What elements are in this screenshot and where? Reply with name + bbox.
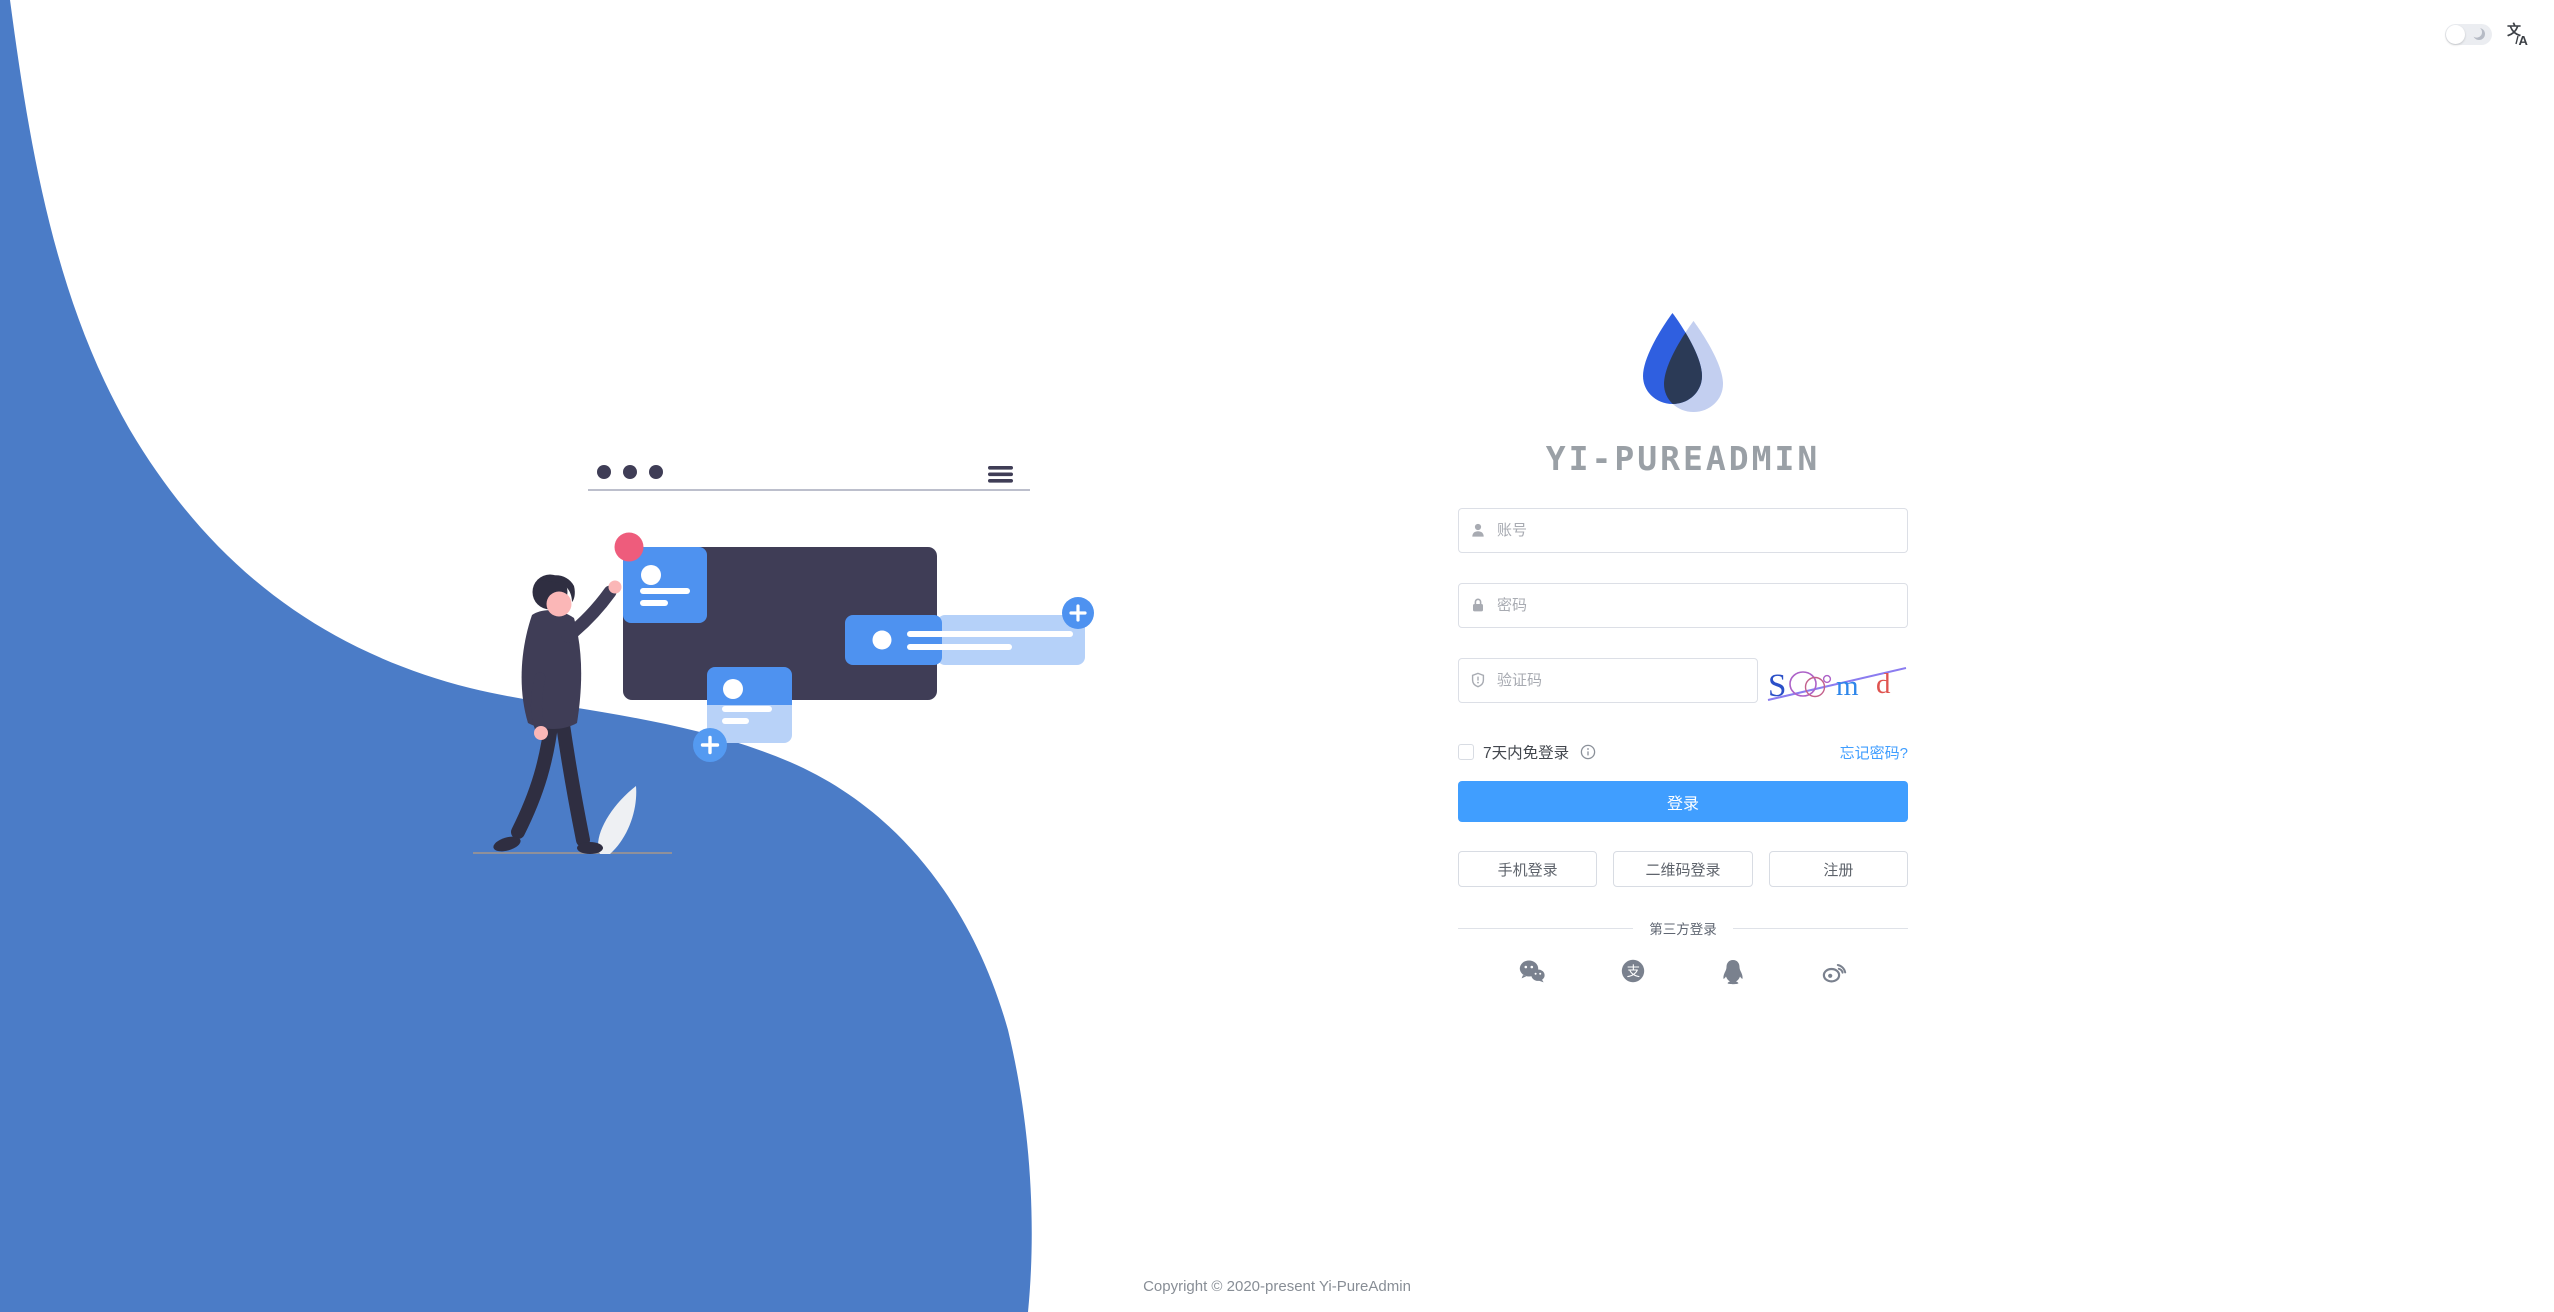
svg-text:m: m	[1836, 670, 1859, 702]
login-panel: YI-PUREADMIN	[1458, 310, 1908, 985]
login-form: S m d 7天内免登录	[1458, 508, 1908, 985]
svg-text:支: 支	[1626, 964, 1640, 979]
illustration-red-dot	[614, 532, 644, 562]
captcha-image[interactable]: S m d	[1766, 658, 1908, 703]
illustration-card-1	[623, 547, 707, 623]
captcha-row: S m d	[1458, 658, 1908, 703]
phone-login-button[interactable]: 手机登录	[1458, 851, 1598, 887]
illustration-leaf	[598, 786, 637, 854]
divider-line-right	[1732, 927, 1908, 929]
illustration-notification-bar	[845, 597, 1094, 665]
translate-icon: 文 A	[2507, 22, 2529, 46]
svg-text:文: 文	[2507, 22, 2522, 38]
captcha-input[interactable]	[1458, 658, 1758, 703]
account-input[interactable]	[1458, 508, 1908, 553]
illustration-person	[493, 574, 622, 854]
wechat-icon[interactable]	[1518, 957, 1546, 985]
password-field-wrap	[1458, 583, 1908, 628]
register-button[interactable]: 注册	[1768, 851, 1908, 887]
divider-line-left	[1458, 927, 1634, 929]
weibo-icon[interactable]	[1820, 957, 1848, 985]
top-bar: 文 A	[2445, 22, 2530, 46]
third-party-divider: 第三方登录	[1458, 918, 1908, 938]
info-icon[interactable]	[1580, 744, 1596, 760]
login-illustration	[473, 465, 1094, 854]
svg-text:d: d	[1876, 668, 1891, 700]
remember-me-label: 7天内免登录	[1483, 745, 1570, 762]
dark-mode-toggle[interactable]	[2445, 23, 2492, 45]
login-button[interactable]: 登录	[1458, 781, 1908, 822]
page-title: YI-PUREADMIN	[1545, 439, 1821, 478]
moon-icon	[2472, 27, 2485, 40]
qq-icon[interactable]	[1719, 957, 1747, 985]
password-input[interactable]	[1458, 583, 1908, 628]
svg-text:S: S	[1768, 668, 1786, 703]
alipay-icon[interactable]: 支	[1619, 957, 1647, 985]
account-field-wrap	[1458, 508, 1908, 553]
third-party-label: 第三方登录	[1649, 922, 1717, 937]
copyright-text: Copyright © 2020-present Yi-PureAdmin	[1143, 1278, 1411, 1295]
social-login-row: 支	[1518, 957, 1848, 985]
language-switch-button[interactable]: 文 A	[2506, 22, 2530, 46]
alt-login-row: 手机登录 二维码登录 注册	[1458, 851, 1908, 887]
browser-dots-icon	[597, 465, 663, 479]
qrcode-login-button[interactable]: 二维码登录	[1613, 851, 1753, 887]
page-footer: Copyright © 2020-present Yi-PureAdmin	[0, 1278, 2554, 1296]
remember-me-checkbox[interactable]	[1458, 744, 1474, 760]
svg-text:A: A	[2519, 33, 2529, 46]
toggle-knob	[2446, 24, 2465, 44]
brand-logo-icon	[1643, 313, 1723, 412]
options-row: 7天内免登录 忘记密码?	[1458, 741, 1908, 763]
captcha-field-wrap	[1458, 658, 1758, 703]
menu-icon	[988, 466, 1013, 483]
remember-me-checkbox-group[interactable]: 7天内免登录	[1458, 741, 1596, 763]
illustration-card-2	[693, 667, 792, 762]
forgot-password-link[interactable]: 忘记密码?	[1839, 744, 1908, 762]
